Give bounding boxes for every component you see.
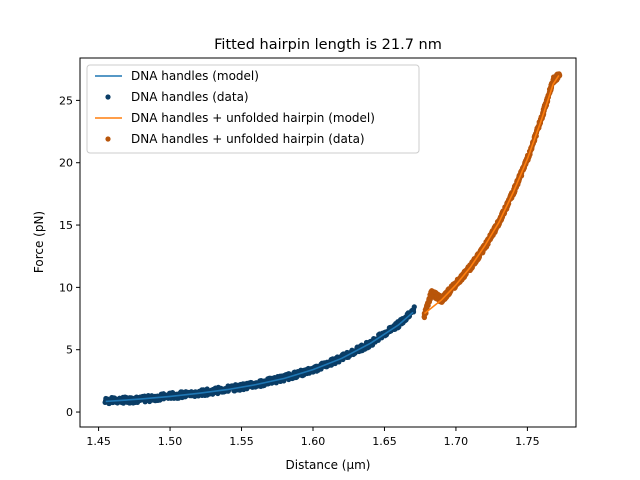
y-axis-label: Force (pN): [32, 211, 46, 273]
chart-title: Fitted hairpin length is 21.7 nm: [214, 37, 442, 53]
legend-label: DNA handles + unfolded hairpin (data): [131, 132, 365, 146]
legend-dot-marker: [105, 94, 111, 100]
x-axis-label: Distance (μm): [286, 458, 371, 472]
x-tick-label: 1.70: [444, 435, 469, 448]
plot-data-layer: [102, 71, 563, 407]
y-tick-label: 15: [59, 219, 73, 232]
x-tick-label: 1.55: [229, 435, 254, 448]
series-2-line: [423, 75, 560, 315]
x-tick-label: 1.75: [515, 435, 540, 448]
y-axis: 0 5 10 15 20 25: [59, 94, 80, 419]
y-tick-label: 5: [66, 344, 73, 357]
x-tick-label: 1.60: [301, 435, 326, 448]
x-tick-label: 1.45: [86, 435, 111, 448]
legend-box: [86, 64, 420, 154]
legend: DNA handles (model) DNA handles (data) DNA…: [86, 64, 420, 154]
data-point: [293, 374, 299, 381]
data-point: [411, 304, 417, 310]
x-axis: 1.45 1.50 1.55 1.60 1.65 1.70 1.75: [86, 427, 540, 448]
x-tick-label: 1.65: [372, 435, 397, 448]
plot-frame: [79, 57, 577, 428]
legend-label: DNA handles (model): [131, 69, 259, 83]
y-tick-label: 25: [59, 94, 73, 107]
legend-label: DNA handles (data): [131, 90, 249, 104]
x-tick-label: 1.50: [158, 435, 183, 448]
y-tick-label: 0: [66, 406, 73, 419]
y-tick-label: 20: [59, 157, 73, 170]
legend-label: DNA handles + unfolded hairpin (model): [131, 111, 375, 125]
data-point: [421, 314, 428, 321]
y-tick-label: 10: [59, 281, 73, 294]
legend-dot-marker: [105, 136, 111, 142]
series-0-line: [105, 311, 414, 403]
